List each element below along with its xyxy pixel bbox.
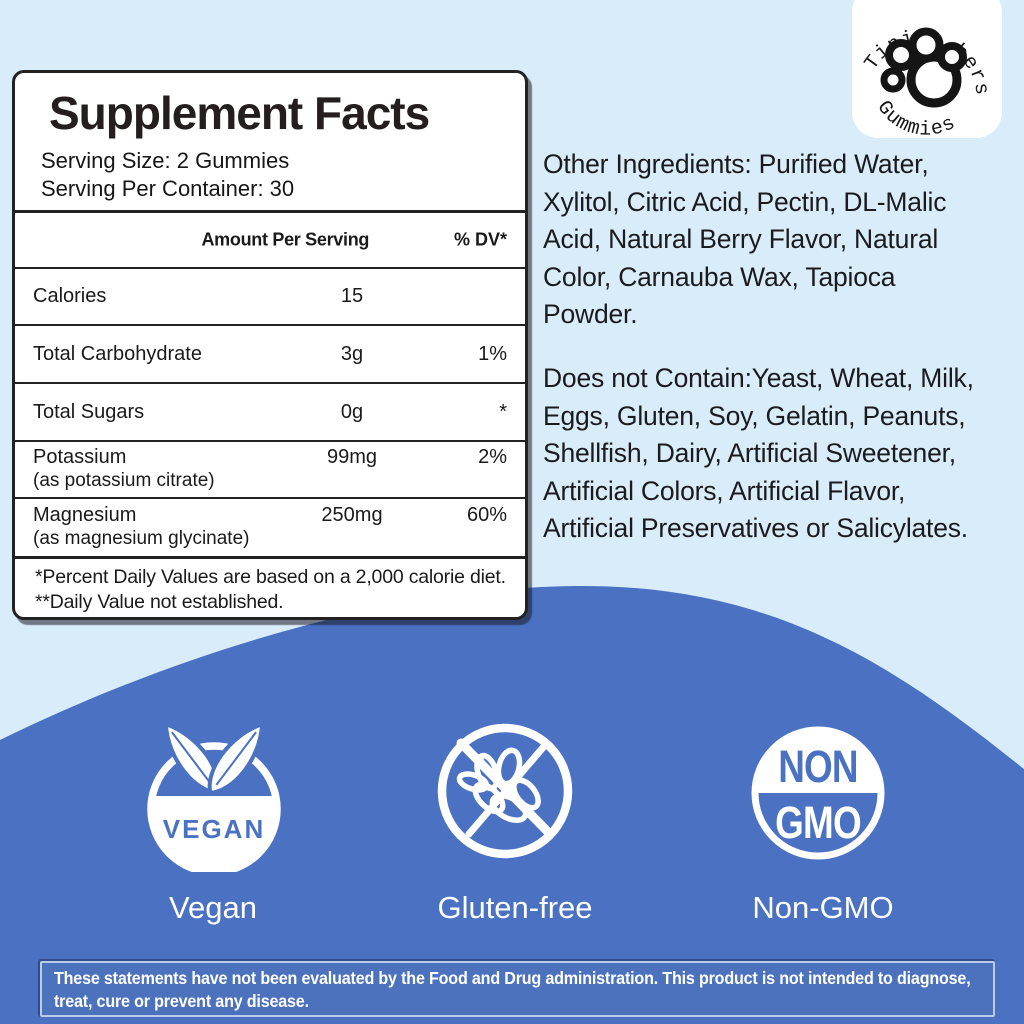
row-sublabel: (as potassium citrate) xyxy=(33,470,215,491)
table-row-sugars: Total Sugars 0g * xyxy=(15,382,525,440)
row-amount: 250mg xyxy=(321,504,383,526)
supplement-facts-panel: Supplement Facts Serving Size: 2 Gummies… xyxy=(12,70,528,620)
row-label: Total Carbohydrate xyxy=(33,342,202,365)
row-sublabel: (as magnesium glycinate) xyxy=(33,528,250,549)
row-amount: 3g xyxy=(340,342,364,365)
facts-header: Supplement Facts Serving Size: 2 Gummies… xyxy=(15,73,525,210)
table-row-potassium: Potassium 99mg 2% (as potassium citrate) xyxy=(15,440,525,497)
row-amount: 99mg xyxy=(326,446,378,468)
table-row-carbohydrate: Total Carbohydrate 3g 1% xyxy=(15,324,525,382)
row-dv: 2% xyxy=(478,446,507,468)
paw-icon xyxy=(880,27,967,108)
vegan-label: Vegan xyxy=(169,890,257,925)
table-row-calories: Calories 15 xyxy=(15,267,525,324)
non-gmo-circle-icon: NON GMO xyxy=(751,726,885,860)
row-dv: 1% xyxy=(478,342,507,365)
facts-footnotes: *Percent Daily Values are based on a 2,0… xyxy=(15,556,525,617)
facts-column-header: Amount Per Serving % DV* xyxy=(15,210,525,267)
vegan-icon-text: VEGAN xyxy=(163,814,265,844)
row-label: Magnesium xyxy=(33,504,137,526)
row-amount: 15 xyxy=(340,285,364,307)
gluten-free-crossed-wheat-icon xyxy=(437,723,573,859)
gluten-free-label: Gluten-free xyxy=(437,890,593,925)
row-label: Potassium xyxy=(33,446,127,468)
facts-title: Supplement Facts xyxy=(49,87,430,139)
serving-size: Serving Size: 2 Gummies xyxy=(41,148,290,173)
amount-per-serving-header: Amount Per Serving xyxy=(201,229,370,250)
servings-per-container: Serving Per Container: 30 xyxy=(41,176,295,201)
row-dv: * xyxy=(499,400,507,423)
fda-disclaimer-bar: These statements have not been evaluated… xyxy=(40,961,995,1017)
does-not-contain-paragraph: Does not Contain:Yeast, Wheat, Milk, Egg… xyxy=(543,362,974,544)
non-gmo-icon-text-top: NON xyxy=(778,742,858,792)
table-row-magnesium: Magnesium 250mg 60% (as magnesium glycin… xyxy=(15,497,525,556)
row-dv: 60% xyxy=(466,504,507,526)
fda-disclaimer-text: These statements have not been evaluated… xyxy=(54,968,971,1011)
row-amount: 0g xyxy=(340,400,364,423)
vegan-leaves-icon: VEGAN xyxy=(147,721,281,872)
ingredients-text-block: Other Ingredients: Purified Water, Xylit… xyxy=(543,146,1023,574)
row-label: Calories xyxy=(33,285,107,307)
brand-logo: Tinies bers Gummies xyxy=(858,12,1002,150)
other-ingredients-paragraph: Other Ingredients: Purified Water, Xylit… xyxy=(543,149,947,330)
percent-dv-header: % DV* xyxy=(453,229,507,250)
non-gmo-label: Non-GMO xyxy=(752,890,894,925)
row-label: Total Sugars xyxy=(33,400,145,423)
non-gmo-icon-text-bottom: GMO xyxy=(775,798,861,848)
